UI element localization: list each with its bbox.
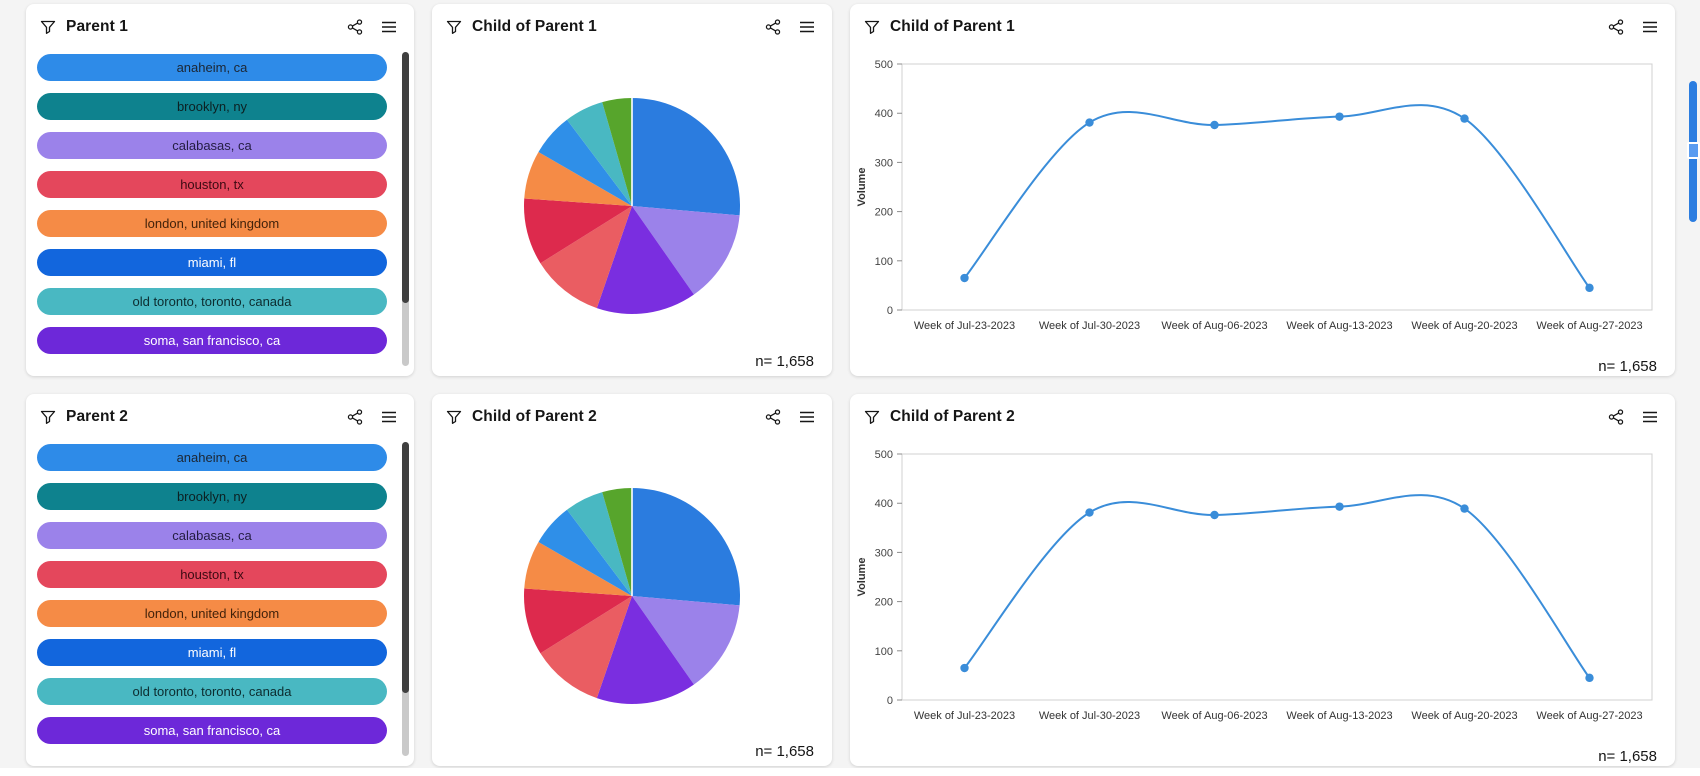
svg-text:200: 200 xyxy=(875,207,893,219)
svg-text:Week of Aug-20-2023: Week of Aug-20-2023 xyxy=(1411,320,1517,332)
sample-size-label: n= 1,658 xyxy=(1598,747,1657,765)
share-icon[interactable] xyxy=(1607,408,1625,426)
svg-text:500: 500 xyxy=(875,449,893,461)
pie-chart[interactable] xyxy=(520,484,744,708)
filter-pill[interactable]: old toronto, toronto, canada xyxy=(37,288,387,315)
svg-text:Volume: Volume xyxy=(856,558,868,597)
dashboard: Parent 1 anaheim, ca brooklyn, ny calabasa… xyxy=(26,4,1675,766)
panel-title: Child of Parent 2 xyxy=(890,408,1015,425)
filter-icon[interactable] xyxy=(864,409,880,425)
panel-line-1: Child of Parent 1 0 100 200 300 400 500 Volume… xyxy=(850,4,1675,376)
panel-header: Child of Parent 2 xyxy=(432,394,832,440)
menu-icon[interactable] xyxy=(380,408,398,426)
svg-text:Week of Aug-13-2023: Week of Aug-13-2023 xyxy=(1286,710,1392,722)
filter-icon[interactable] xyxy=(864,19,880,35)
line-chart-area: 0 100 200 300 400 500 Volume Week of Jul-23-202… xyxy=(850,50,1675,351)
filter-pill[interactable]: houston, tx xyxy=(37,171,387,198)
filter-list: anaheim, ca brooklyn, ny calabasas, ca hous… xyxy=(26,50,414,376)
filter-pill[interactable]: miami, fl xyxy=(37,639,387,666)
filter-pill[interactable]: brooklyn, ny xyxy=(37,93,387,120)
svg-text:Week of Jul-30-2023: Week of Jul-30-2023 xyxy=(1039,710,1140,722)
panel-header: Parent 2 xyxy=(26,394,414,440)
svg-text:Week of Aug-06-2023: Week of Aug-06-2023 xyxy=(1161,710,1267,722)
share-icon[interactable] xyxy=(764,408,782,426)
filter-pill[interactable]: miami, fl xyxy=(37,249,387,276)
svg-text:Week of Jul-23-2023: Week of Jul-23-2023 xyxy=(914,710,1015,722)
panel-parent-1: Parent 1 anaheim, ca brooklyn, ny calabasa… xyxy=(26,4,414,376)
svg-text:0: 0 xyxy=(887,695,893,707)
svg-text:300: 300 xyxy=(875,547,893,559)
panel-header: Child of Parent 1 xyxy=(432,4,832,50)
panel-title: Parent 2 xyxy=(66,408,128,425)
filter-icon[interactable] xyxy=(40,19,56,35)
svg-text:300: 300 xyxy=(875,157,893,169)
share-icon[interactable] xyxy=(346,408,364,426)
svg-text:Week of Aug-27-2023: Week of Aug-27-2023 xyxy=(1536,710,1642,722)
svg-text:Week of Aug-06-2023: Week of Aug-06-2023 xyxy=(1161,320,1267,332)
svg-text:Week of Jul-23-2023: Week of Jul-23-2023 xyxy=(914,320,1015,332)
panel-title: Child of Parent 1 xyxy=(472,18,597,35)
filter-list: anaheim, ca brooklyn, ny calabasas, ca hous… xyxy=(26,440,414,766)
panel-pie-1: Child of Parent 1 n= 1,658 xyxy=(432,4,832,376)
panel-header: Child of Parent 1 xyxy=(850,4,1675,50)
sample-size-label: n= 1,658 xyxy=(755,352,814,370)
share-icon[interactable] xyxy=(1607,18,1625,36)
pie-chart-area xyxy=(432,50,832,346)
panel-pie-2: Child of Parent 2 n= 1,658 xyxy=(432,394,832,766)
panel-header: Parent 1 xyxy=(26,4,414,50)
list-scrollbar[interactable] xyxy=(402,52,409,366)
menu-icon[interactable] xyxy=(798,408,816,426)
svg-text:0: 0 xyxy=(887,305,893,317)
svg-text:400: 400 xyxy=(875,498,893,510)
filter-pill[interactable]: calabasas, ca xyxy=(37,522,387,549)
filter-pill[interactable]: anaheim, ca xyxy=(37,444,387,471)
share-icon[interactable] xyxy=(346,18,364,36)
sample-size-label: n= 1,658 xyxy=(1598,357,1657,375)
filter-pill[interactable]: brooklyn, ny xyxy=(37,483,387,510)
filter-pill[interactable]: soma, san francisco, ca xyxy=(37,717,387,744)
filter-icon[interactable] xyxy=(446,409,462,425)
filter-pill[interactable]: soma, san francisco, ca xyxy=(37,327,387,354)
svg-text:200: 200 xyxy=(875,597,893,609)
svg-text:Week of Aug-20-2023: Week of Aug-20-2023 xyxy=(1411,710,1517,722)
share-icon[interactable] xyxy=(764,18,782,36)
sample-size-label: n= 1,658 xyxy=(755,742,814,760)
svg-text:Week of Jul-30-2023: Week of Jul-30-2023 xyxy=(1039,320,1140,332)
panel-header: Child of Parent 2 xyxy=(850,394,1675,440)
list-scrollbar-thumb[interactable] xyxy=(402,442,409,694)
filter-icon[interactable] xyxy=(446,19,462,35)
panel-line-2: Child of Parent 2 0 100 200 300 400 500 Volume… xyxy=(850,394,1675,766)
panel-title: Child of Parent 1 xyxy=(890,18,1015,35)
svg-text:400: 400 xyxy=(875,108,893,120)
page-scroll-handle[interactable] xyxy=(1687,142,1700,159)
filter-pill[interactable]: london, united kingdom xyxy=(37,600,387,627)
svg-text:Week of Aug-27-2023: Week of Aug-27-2023 xyxy=(1536,320,1642,332)
line-chart[interactable]: 0 100 200 300 400 500 Volume Week of Jul-23-202… xyxy=(852,50,1668,346)
filter-icon[interactable] xyxy=(40,409,56,425)
svg-text:100: 100 xyxy=(875,646,893,658)
bottom-strip xyxy=(0,768,1700,776)
svg-text:100: 100 xyxy=(875,256,893,268)
menu-icon[interactable] xyxy=(1641,408,1659,426)
filter-pill[interactable]: anaheim, ca xyxy=(37,54,387,81)
filter-pill[interactable]: london, united kingdom xyxy=(37,210,387,237)
list-scrollbar[interactable] xyxy=(402,442,409,756)
pie-chart-area xyxy=(432,440,832,736)
pie-chart[interactable] xyxy=(520,94,744,318)
list-scrollbar-thumb[interactable] xyxy=(402,52,409,304)
svg-text:500: 500 xyxy=(875,59,893,71)
svg-text:Volume: Volume xyxy=(856,168,868,207)
filter-pill[interactable]: old toronto, toronto, canada xyxy=(37,678,387,705)
filter-pill[interactable]: houston, tx xyxy=(37,561,387,588)
panel-title: Parent 1 xyxy=(66,18,128,35)
menu-icon[interactable] xyxy=(798,18,816,36)
svg-text:Week of Aug-13-2023: Week of Aug-13-2023 xyxy=(1286,320,1392,332)
menu-icon[interactable] xyxy=(1641,18,1659,36)
panel-parent-2: Parent 2 anaheim, ca brooklyn, ny calabasa… xyxy=(26,394,414,766)
panel-title: Child of Parent 2 xyxy=(472,408,597,425)
menu-icon[interactable] xyxy=(380,18,398,36)
filter-pill[interactable]: calabasas, ca xyxy=(37,132,387,159)
line-chart-area: 0 100 200 300 400 500 Volume Week of Jul-23-202… xyxy=(850,440,1675,741)
line-chart[interactable]: 0 100 200 300 400 500 Volume Week of Jul-23-202… xyxy=(852,440,1668,736)
